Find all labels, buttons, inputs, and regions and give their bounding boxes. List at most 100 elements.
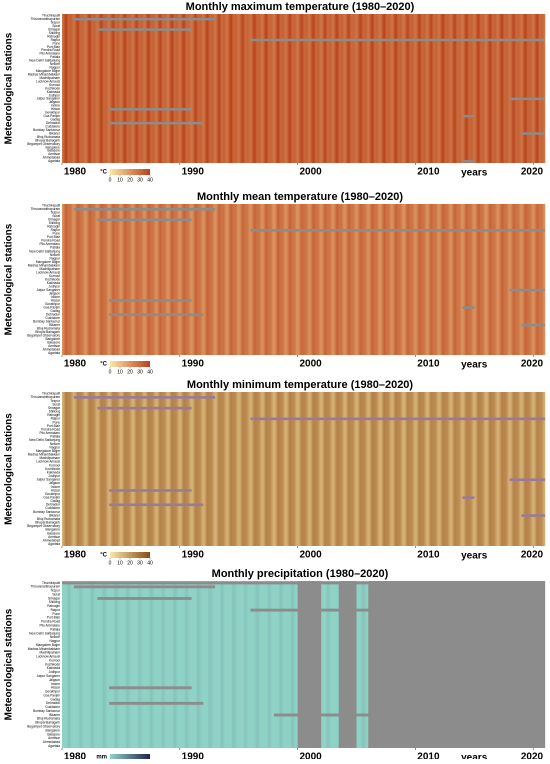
cell	[190, 392, 192, 546]
x-tick-label: 2010	[417, 167, 440, 178]
cell	[273, 392, 275, 546]
cell	[175, 14, 178, 163]
cell	[449, 204, 452, 355]
cell	[98, 392, 100, 546]
cell	[471, 392, 473, 546]
cell	[501, 14, 504, 163]
cell	[351, 204, 353, 355]
cell	[300, 204, 302, 355]
cell	[414, 14, 416, 163]
cell	[297, 204, 299, 355]
cell	[90, 581, 92, 748]
cell	[84, 204, 86, 355]
cell	[136, 14, 138, 163]
cell	[186, 581, 188, 748]
cell	[155, 581, 157, 748]
cell	[203, 392, 205, 546]
cell	[429, 14, 431, 163]
cell	[459, 204, 461, 355]
cell	[415, 204, 417, 355]
cell	[398, 14, 401, 163]
cell	[438, 392, 441, 546]
cell	[334, 14, 337, 163]
cell	[84, 392, 86, 546]
cell	[161, 392, 163, 546]
station-label: Gorakhpur	[45, 690, 61, 694]
cell	[248, 204, 250, 355]
cell	[106, 14, 108, 163]
cell	[313, 14, 315, 163]
missing-segment	[462, 306, 475, 309]
station-label: Bikaner	[49, 131, 61, 135]
cell	[380, 14, 382, 163]
cell	[128, 581, 131, 748]
cell	[138, 581, 140, 748]
cell	[455, 392, 457, 546]
station-label: Goa Panjim	[43, 305, 60, 309]
cell	[187, 204, 189, 355]
cell	[451, 204, 454, 355]
cell	[438, 204, 441, 355]
cell	[396, 204, 399, 355]
cell	[79, 392, 81, 546]
cell	[174, 392, 177, 546]
cell	[407, 392, 409, 546]
station-label: Hissar	[51, 686, 61, 690]
cell	[77, 14, 79, 163]
missing-segment	[109, 489, 192, 492]
cell	[371, 392, 373, 546]
cell	[180, 392, 183, 546]
cell	[87, 204, 89, 355]
station-label: Ahmedabad	[43, 156, 60, 160]
cell	[389, 14, 392, 163]
cell	[492, 204, 495, 355]
cell	[418, 204, 420, 355]
cell	[156, 581, 158, 748]
cell	[110, 204, 112, 355]
station-label: Raipur	[51, 608, 61, 612]
cell	[368, 14, 370, 163]
cell	[531, 14, 533, 163]
cell	[407, 204, 409, 355]
cell	[283, 204, 286, 355]
cell	[478, 14, 480, 163]
cell	[235, 581, 238, 748]
station-label: Pendra Road	[41, 48, 60, 52]
cell	[521, 204, 523, 355]
cell	[109, 204, 111, 355]
cell	[242, 392, 244, 546]
cell	[429, 392, 431, 546]
cell	[156, 14, 158, 163]
cell	[89, 392, 91, 546]
cell	[278, 204, 281, 355]
cell	[118, 204, 121, 355]
cell	[533, 14, 535, 163]
cell	[308, 14, 310, 163]
cell	[286, 204, 289, 355]
cell	[503, 14, 506, 163]
cell	[93, 581, 95, 748]
cell	[259, 204, 261, 355]
cell	[211, 581, 213, 748]
cell	[192, 14, 194, 163]
cell	[171, 392, 174, 546]
station-label: Jalgaon	[49, 291, 60, 295]
cell	[508, 204, 510, 355]
cell	[293, 581, 295, 748]
cell	[288, 581, 291, 748]
cell	[173, 14, 176, 163]
station-label: Srinagar	[48, 27, 61, 31]
cell	[359, 204, 361, 355]
cell	[542, 204, 544, 355]
cell	[363, 392, 365, 546]
cell	[335, 14, 338, 163]
cell	[260, 204, 262, 355]
cell	[148, 392, 150, 546]
cell	[498, 392, 501, 546]
colorbar-tick-label: 10	[117, 560, 123, 566]
cell	[324, 581, 326, 748]
cell	[91, 204, 93, 355]
cell	[195, 14, 197, 163]
cell	[64, 581, 67, 748]
cell	[284, 204, 287, 355]
